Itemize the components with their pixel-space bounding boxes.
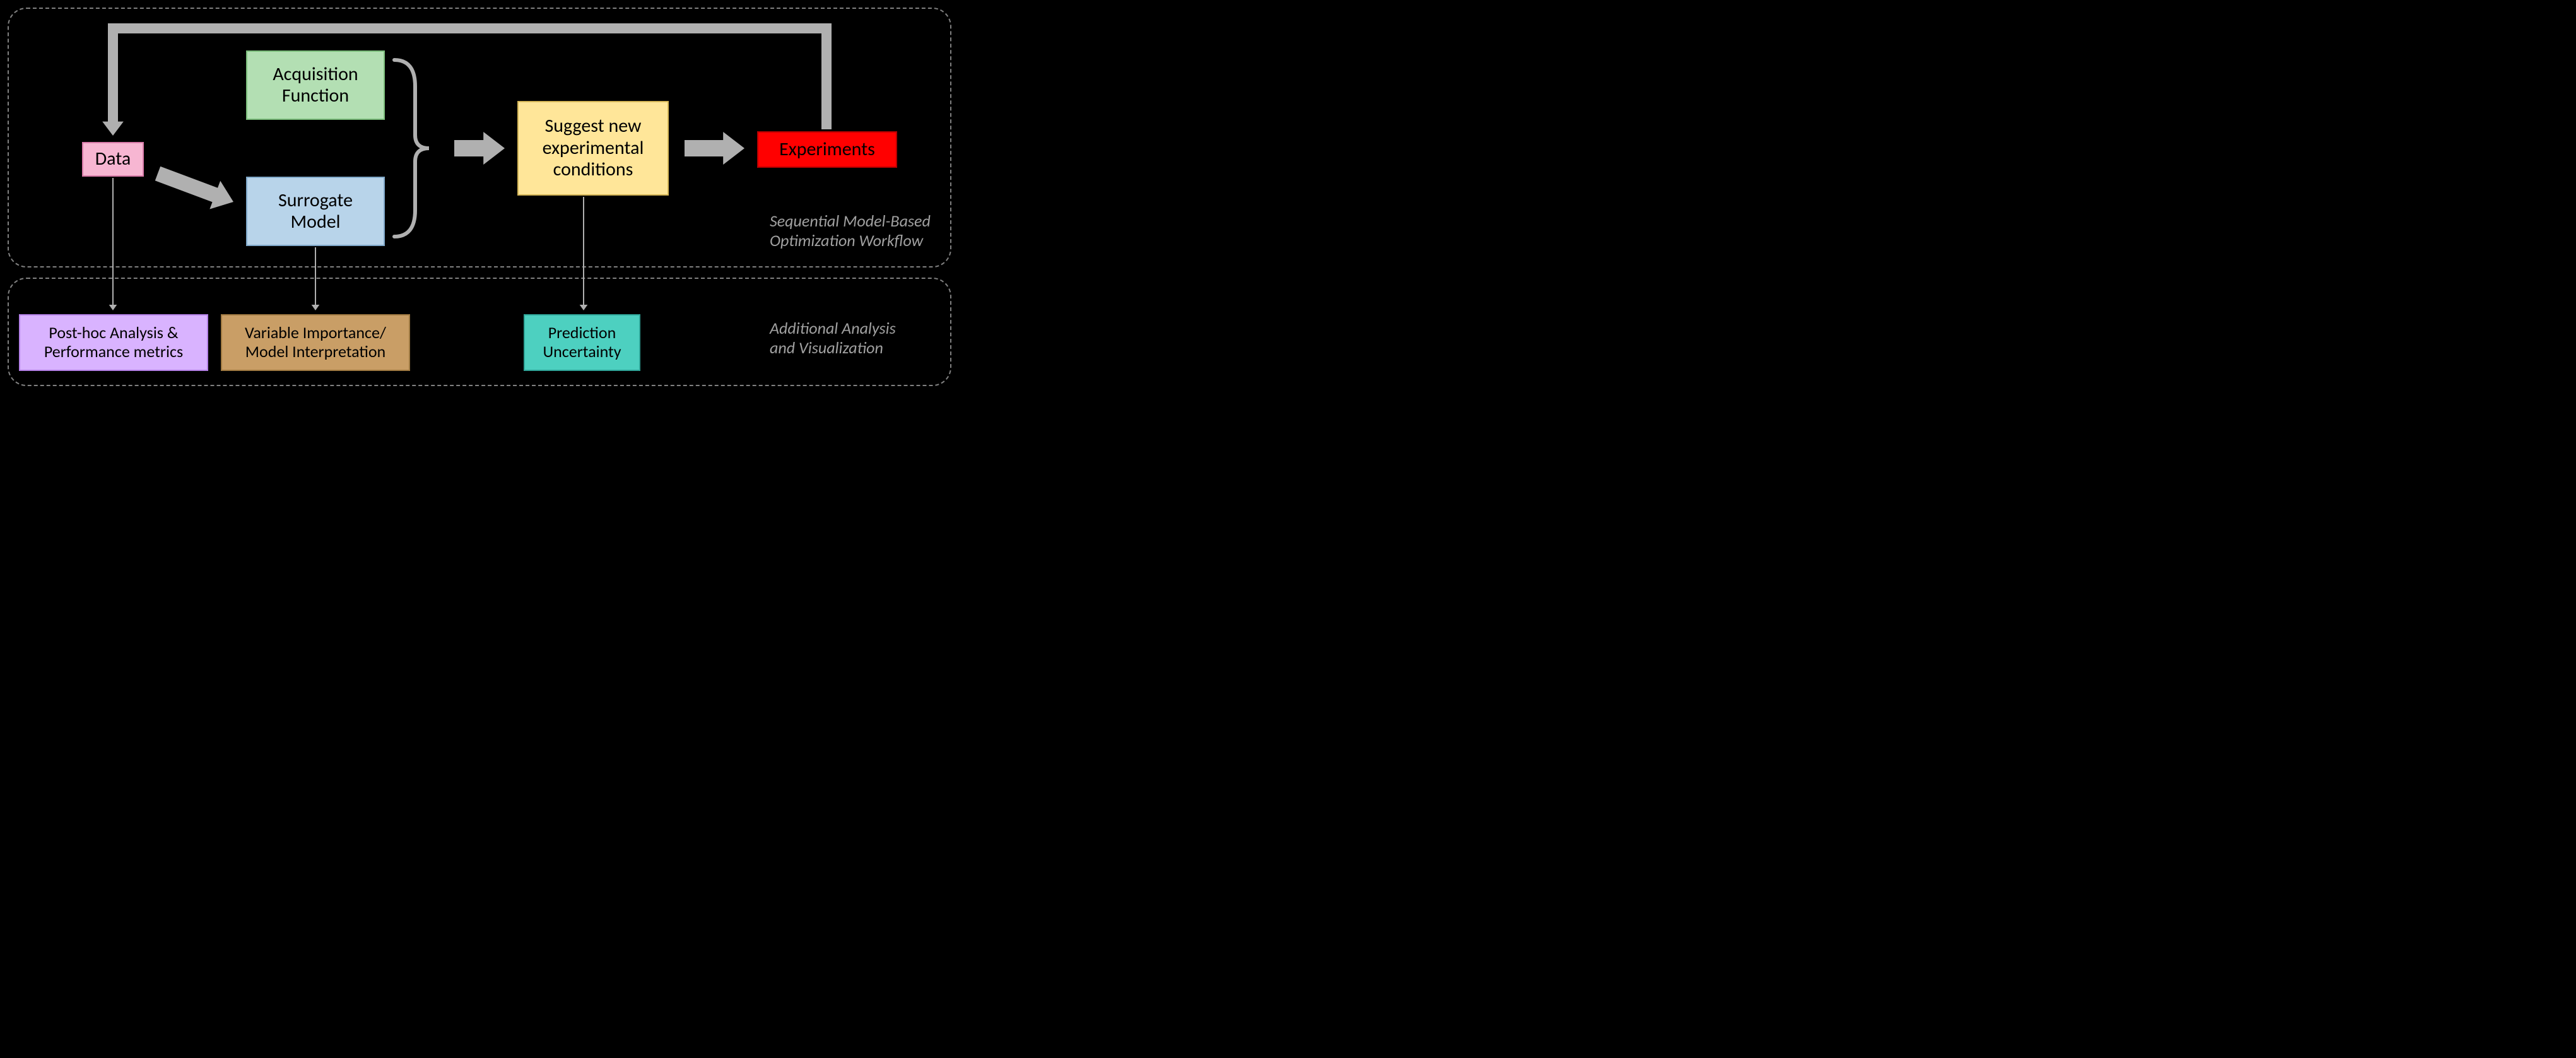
panel-workflow-label: Sequential Model-BasedOptimization Workf… (770, 211, 931, 250)
node-experiments: Experiments (757, 131, 897, 168)
diagram-stage: Sequential Model-BasedOptimization Workf… (0, 0, 959, 394)
node-surrogate: SurrogateModel (246, 177, 385, 246)
node-data: Data (82, 142, 144, 177)
node-suggest: Suggest newexperimentalconditions (517, 101, 669, 196)
panel-analysis-label: Additional Analysisand Visualization (770, 319, 896, 358)
node-posthoc: Post-hoc Analysis &Performance metrics (19, 314, 208, 371)
node-acquisition: AcquisitionFunction (246, 50, 385, 120)
node-varimp: Variable Importance/Model Interpretation (221, 314, 410, 371)
node-preduncert: PredictionUncertainty (524, 314, 640, 371)
